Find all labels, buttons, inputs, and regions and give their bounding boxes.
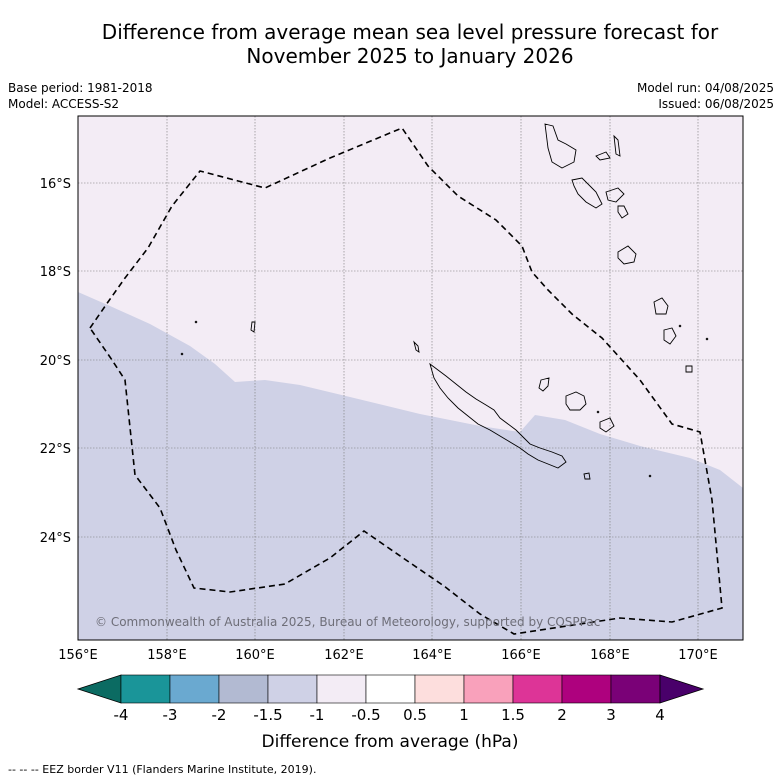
island-matthew [685,365,693,373]
island-espiritu-santo [544,123,577,169]
title-line-1: Difference from average mean sea level p… [101,20,719,44]
colorbar-tick-label: -1.5 [253,706,282,724]
island-isle-of-pines [583,472,591,480]
longitude-labels: 156°E 158°E 160°E 162°E 164°E 166°E 168°… [58,648,718,663]
colorbar-tick-label: -0.5 [351,706,380,724]
meta-left: Base period: 1981-2018 Model: ACCESS-S2 [8,80,153,112]
lat-label: 20°S [40,354,71,369]
colorbar-swatch [414,674,465,704]
model-run: Model run: 04/08/2025 [636,81,774,95]
island-belep [413,340,420,353]
grid-lines [78,116,743,640]
island-mare [599,417,615,433]
colorbar-tick-label: -4 [114,706,129,724]
lon-label: 156°E [58,648,98,663]
coastlines [180,123,709,480]
lon-label: 170°E [678,648,718,663]
colorbar-tick-label: 2 [557,706,567,724]
eez-legend-note: -- -- -- EEZ border V11 (Flanders Marine… [8,763,317,776]
lat-label: 18°S [40,265,71,280]
title-line-2: November 2025 to January 2026 [246,44,574,68]
colorbar-tick-label: 1.5 [501,706,525,724]
colorbar-tick-label: 3 [606,706,616,724]
colorbar-tick-label: -1 [310,706,325,724]
colorbar-swatch [365,674,416,704]
copyright-note: © Commonwealth of Australia 2025, Bureau… [95,615,600,629]
island-ouvea [538,377,550,392]
lon-label: 158°E [147,648,187,663]
colorbar-swatch [561,674,612,704]
model-name: Model: ACCESS-S2 [8,97,120,111]
island-lifou [565,391,587,411]
issued-date: Issued: 06/08/2025 [658,97,774,111]
lat-label: 22°S [40,442,71,457]
lon-label: 164°E [412,648,452,663]
eez-border [89,127,723,635]
colorbar-tick-label: -3 [163,706,178,724]
colorbar-swatch [463,674,514,704]
lat-label: 24°S [40,531,71,546]
colorbar-tick-label: 4 [655,706,665,724]
island-ambae [595,151,611,161]
colorbar-swatch [610,674,661,704]
island-maewo [613,134,621,157]
colorbar-arrow-min [76,674,122,704]
island-erromango [617,245,637,265]
colorbar-label: Difference from average (hPa) [262,732,519,752]
map-title: Difference from average mean sea level p… [40,20,780,68]
lon-label: 162°E [324,648,364,663]
colorbar-swatch [169,674,220,704]
colorbar-arrow-max [659,674,705,704]
island-efate [617,205,629,219]
island-aneityum [663,327,677,345]
latitude-labels: 16°S 18°S 20°S 22°S 24°S [40,177,71,546]
colorbar-ticks: -4 -3 -2 -1.5 -1 -0.5 0.5 1 1.5 2 3 4 [114,706,665,724]
colorbar-swatch [512,674,563,704]
island-malekula [571,177,603,209]
colorbar [76,674,705,704]
base-period: Base period: 1981-2018 [8,81,153,95]
lon-label: 160°E [235,648,275,663]
island-new-caledonia [429,362,567,469]
island-tanna [653,297,669,315]
colorbar-tick-label: 1 [459,706,469,724]
lon-label: 168°E [590,648,630,663]
colorbar-swatch [267,674,318,704]
island-chesterfield [250,321,256,333]
anomaly-region-negative [78,292,743,640]
colorbar-swatch [120,674,171,704]
meta-right: Model run: 04/08/2025 Issued: 06/08/2025 [637,80,774,112]
lon-label: 166°E [501,648,541,663]
lat-label: 16°S [40,177,71,192]
island-pentecost [605,187,625,203]
colorbar-tick-label: 0.5 [403,706,427,724]
colorbar-swatch [218,674,269,704]
map-frame [77,115,744,641]
colorbar-swatch [316,674,367,704]
colorbar-tick-label: -2 [212,706,227,724]
